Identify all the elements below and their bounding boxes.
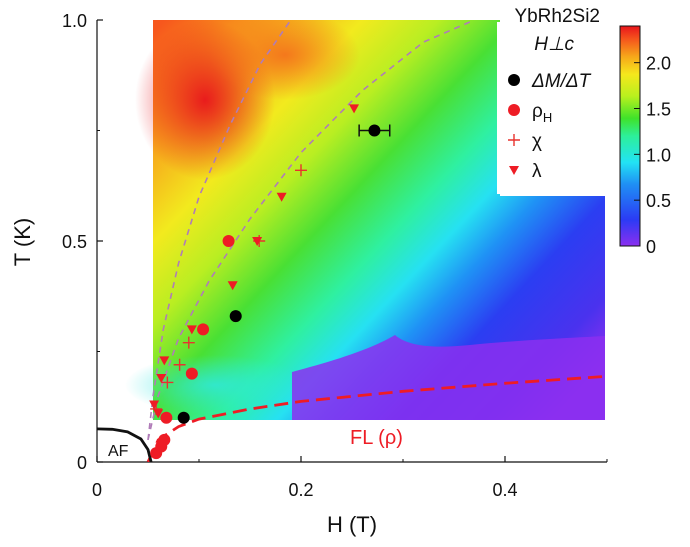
data-point xyxy=(349,104,360,114)
heatmap-cyan-tongue xyxy=(125,355,305,415)
legend-marker xyxy=(509,166,519,175)
colorbar-tick-label: 0.5 xyxy=(646,191,671,211)
guide-line-dashed xyxy=(147,20,475,441)
legend-label: χ xyxy=(532,131,542,152)
data-point xyxy=(153,409,164,419)
legend-label-sub: H xyxy=(543,110,552,125)
fl-region-label: FL (ρ) xyxy=(350,427,403,449)
x-axis-label: H (T) xyxy=(327,512,377,537)
y-ticks: 0 0.5 1.0 xyxy=(62,11,103,473)
legend-label: ρH xyxy=(532,101,552,125)
data-point xyxy=(149,400,160,410)
y-axis-label: T (K) xyxy=(10,218,35,266)
data-point xyxy=(177,411,190,424)
data-markers xyxy=(149,104,391,460)
data-point xyxy=(276,192,287,202)
colorbar-tick-label: 1.0 xyxy=(646,145,671,165)
x-ticks: 0 0.2 0.4 xyxy=(92,456,608,500)
data-point xyxy=(182,336,195,349)
heatmap-surface xyxy=(125,20,605,420)
af-region-label: AF xyxy=(108,443,129,460)
colorbar-gradient xyxy=(619,25,641,247)
colorbar-tick-label: 2.0 xyxy=(646,54,671,74)
y-tick-label: 1.0 xyxy=(62,11,87,31)
legend-label: ΔM/ΔT xyxy=(531,71,592,92)
x-tick-label: 0 xyxy=(92,480,102,500)
data-point xyxy=(197,323,210,336)
chart-title: YbRh2Si2 xyxy=(514,6,600,27)
af-boundary-line xyxy=(97,427,153,462)
colorbar-tick-label: 1.5 xyxy=(646,100,671,120)
x-tick-label: 0.4 xyxy=(492,480,517,500)
y-tick-label: 0 xyxy=(77,453,87,473)
colorbar: 0 0.5 1.0 1.5 2.0 xyxy=(619,25,671,257)
legend-marker xyxy=(508,104,520,116)
legend-marker xyxy=(508,74,520,86)
data-point xyxy=(159,356,170,366)
data-point xyxy=(295,164,307,177)
legend-marker xyxy=(508,134,520,146)
chart-subtitle: H⊥c xyxy=(534,34,574,55)
data-point xyxy=(160,411,173,424)
data-point xyxy=(185,367,198,380)
legend-label: λ xyxy=(532,161,542,182)
data-point xyxy=(156,374,167,384)
heatmap-purple-low xyxy=(292,335,605,420)
data-point xyxy=(229,310,242,323)
colorbar-tick-label: 0 xyxy=(646,237,656,257)
data-point xyxy=(368,124,381,137)
legend-label-main: ρ xyxy=(532,101,543,122)
y-tick-label: 0.5 xyxy=(62,232,87,252)
data-point xyxy=(227,281,238,291)
axes: 0 0.2 0.4 0 0.5 1.0 H (T) T (K) xyxy=(10,11,608,537)
data-point xyxy=(252,237,263,246)
data-point xyxy=(173,358,186,371)
colorbar-ticks: 0 0.5 1.0 1.5 2.0 xyxy=(634,54,671,257)
data-point xyxy=(158,433,171,446)
data-point xyxy=(222,235,235,247)
data-point xyxy=(186,325,197,335)
guide-line-dashed xyxy=(147,20,292,440)
data-point xyxy=(161,376,174,389)
heatmap-hotspot-orange xyxy=(210,20,360,100)
x-tick-label: 0.2 xyxy=(288,480,313,500)
